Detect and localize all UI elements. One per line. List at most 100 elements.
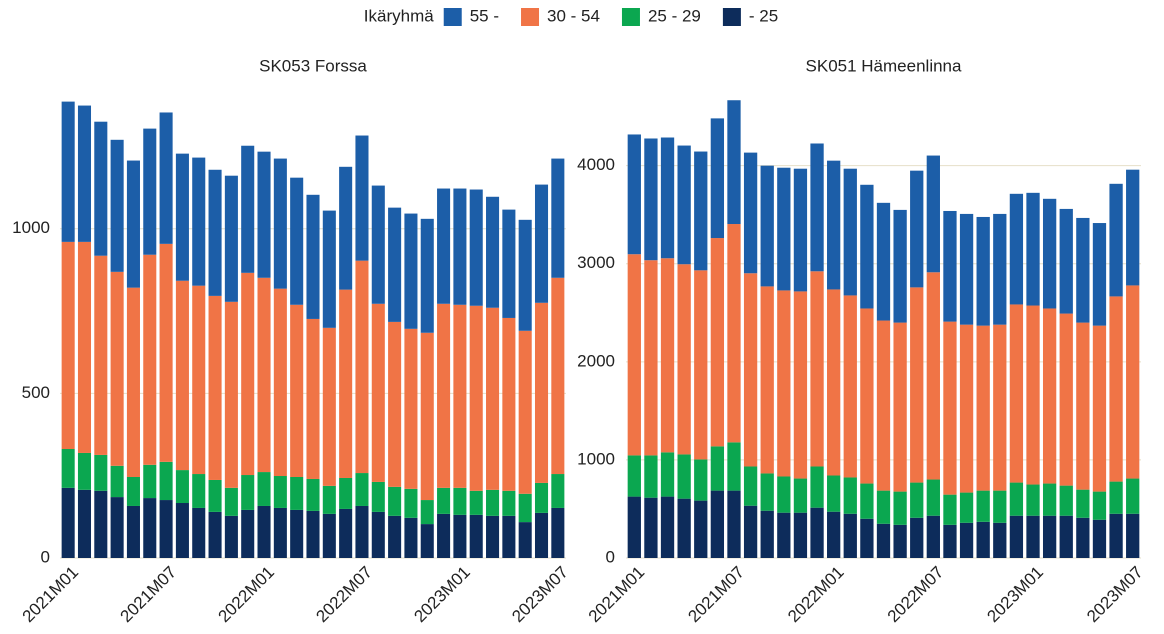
bar-segment: [77, 105, 92, 242]
bar-segment: [453, 304, 467, 488]
bar-segment: [110, 139, 124, 272]
bar-segment: [777, 167, 791, 291]
bar-segment: [486, 307, 500, 490]
y-tick-label: 0: [606, 547, 615, 566]
bar-segment: [876, 320, 891, 491]
x-tick-label: 2021M01: [585, 563, 649, 627]
bar-segment: [627, 254, 641, 456]
y-tick-label: 3000: [577, 253, 615, 272]
bar-segment: [959, 492, 974, 523]
bar-segment: [404, 213, 418, 329]
bar-segment: [355, 505, 369, 558]
bar-segment: [420, 500, 434, 525]
bar-segment: [518, 493, 532, 523]
bar-segment: [677, 145, 691, 265]
bar-segment: [959, 324, 974, 493]
bar-segment: [420, 218, 434, 333]
bar-segment: [777, 512, 791, 558]
bar-segment: [1042, 515, 1057, 558]
bar-segment: [159, 500, 173, 558]
bar-segment: [694, 500, 708, 558]
bar-segment: [322, 210, 336, 328]
bar-segment: [94, 255, 108, 455]
bar-segment: [257, 151, 271, 278]
bar-segment: [1109, 513, 1123, 558]
bar-segment: [551, 158, 565, 278]
bar-segment: [793, 291, 808, 479]
x-tick-label: 2022M01: [214, 563, 278, 627]
bar-segment: [660, 496, 675, 558]
bar-segment: [306, 478, 320, 511]
chart-title: SK051 Hämeenlinna: [806, 56, 962, 75]
bar-segment: [627, 496, 641, 558]
bar-segment: [339, 508, 353, 558]
bar-segment: [371, 511, 385, 558]
bar-segment: [660, 137, 675, 259]
bar-segment: [339, 477, 353, 509]
bar-segment: [486, 196, 500, 308]
bar-segment: [926, 515, 940, 558]
bar-segment: [1126, 169, 1140, 286]
bar-segment: [1076, 517, 1090, 558]
bar-segment: [1092, 223, 1107, 326]
bar-segment: [110, 497, 124, 558]
bar-segment: [518, 219, 532, 331]
bar-segment: [910, 517, 924, 558]
bar-segment: [959, 213, 974, 325]
bar-segment: [61, 487, 75, 558]
bar-segment: [339, 166, 353, 290]
bar-segment: [290, 509, 304, 558]
bar-segment: [61, 101, 75, 242]
legend-label: 55 -: [470, 6, 499, 25]
legend: Ikäryhmä 55 - 30 - 54 25 - 29 - 25: [364, 6, 778, 26]
bar-segment: [404, 517, 418, 558]
bar-segment: [1042, 198, 1057, 309]
bar-segment: [241, 509, 255, 558]
bar-segment: [339, 289, 353, 478]
x-tick-label: 2021M07: [117, 563, 181, 627]
bar-segment: [388, 486, 402, 516]
bar-segment: [627, 455, 641, 497]
bar-segment: [1076, 489, 1090, 518]
legend-label: - 25: [749, 6, 778, 25]
bar-segment: [843, 168, 857, 296]
bar-segment: [534, 482, 549, 513]
bar-segment: [827, 289, 841, 476]
bar-segment: [224, 487, 238, 516]
bar-segment: [727, 224, 741, 443]
bar-segment: [793, 478, 808, 513]
bar-segment: [551, 277, 565, 475]
bar-segment: [976, 490, 990, 522]
bar-segment: [743, 152, 758, 274]
bar-segment: [827, 511, 841, 558]
bar-segment: [61, 449, 75, 488]
bar-segment: [469, 490, 483, 515]
bar-segment: [910, 482, 924, 518]
bar-segment: [860, 483, 874, 519]
bar-segment: [976, 325, 990, 491]
bar-segment: [273, 476, 287, 508]
bar-segment: [727, 490, 741, 558]
bar-segment: [355, 473, 369, 506]
bar-segment: [943, 524, 957, 558]
bar-segment: [208, 479, 222, 512]
bar-segment: [793, 168, 808, 292]
bar-segment: [743, 273, 758, 467]
bar-segment: [371, 481, 385, 512]
bar-segment: [241, 475, 255, 510]
bar-segment: [893, 491, 907, 525]
bar-segment: [677, 264, 691, 455]
y-tick-label: 2000: [577, 351, 615, 370]
bar-segment: [926, 272, 940, 480]
bar-segment: [1009, 482, 1024, 516]
bar-segment: [993, 490, 1007, 523]
bar-segment: [453, 188, 467, 305]
bar-segment: [1059, 515, 1073, 558]
bar-segment: [710, 490, 725, 558]
legend-label: 30 - 54: [547, 6, 600, 25]
x-tick-label: 2021M07: [684, 563, 748, 627]
bar-segment: [126, 160, 140, 288]
bar-segment: [469, 514, 483, 558]
bar-segment: [644, 455, 658, 498]
bar-segment: [224, 175, 238, 302]
